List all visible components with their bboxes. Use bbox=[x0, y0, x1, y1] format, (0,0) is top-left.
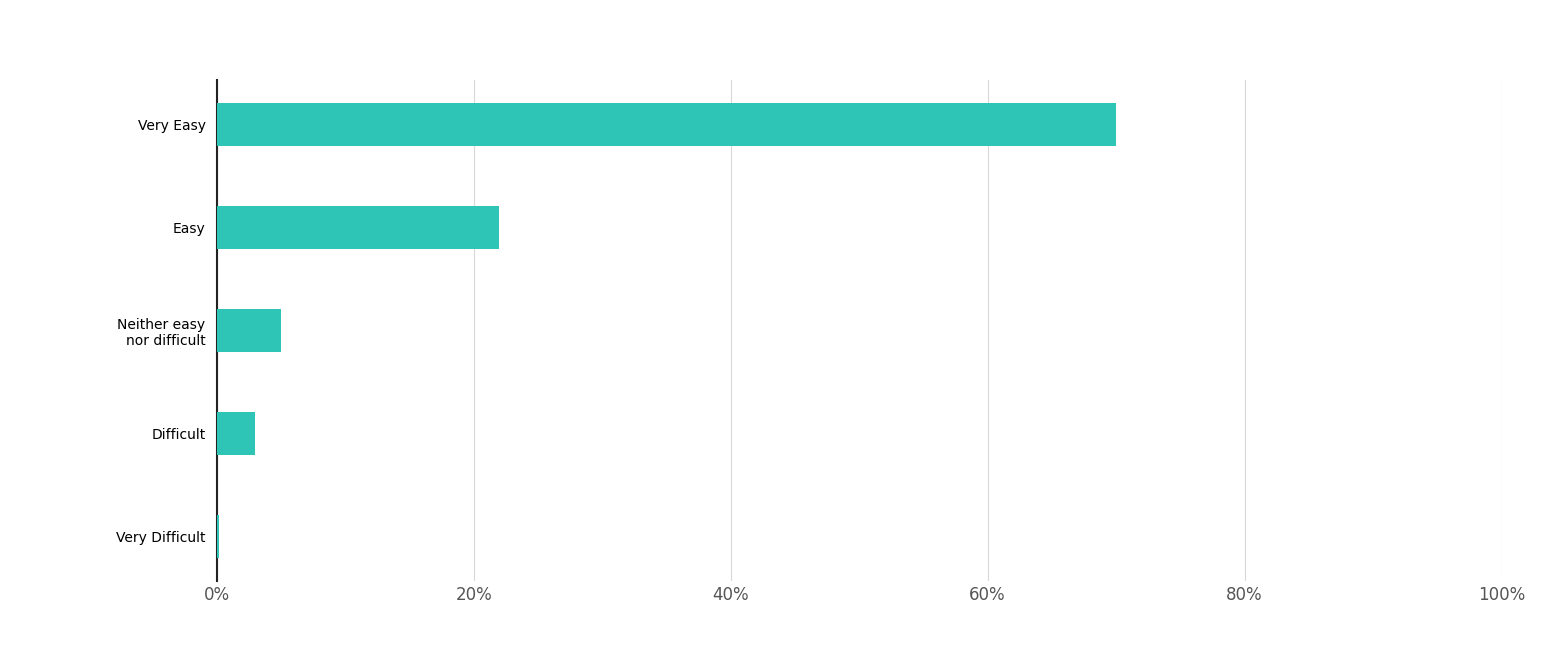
Bar bbox=[217, 206, 500, 249]
Bar bbox=[217, 412, 255, 456]
Bar bbox=[217, 103, 1116, 146]
Bar bbox=[217, 309, 282, 352]
Bar bbox=[217, 515, 220, 558]
